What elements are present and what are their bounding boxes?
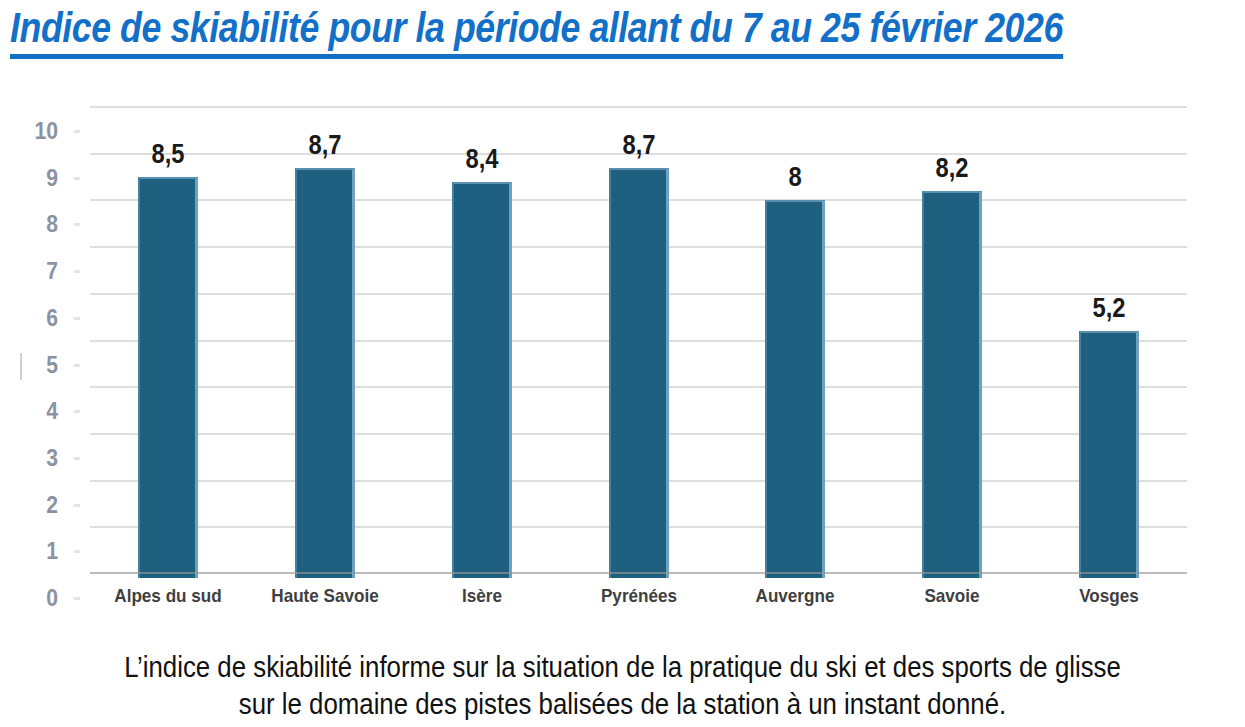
y-axis-tick-label: 1 [5, 537, 58, 565]
y-axis-tick-mark [74, 457, 80, 460]
bar-value-label: 8,7 [272, 128, 378, 162]
x-axis-category-label: Haute Savoie [253, 583, 397, 609]
y-axis-tick-mark [74, 317, 80, 320]
y-axis-tick-label: 6 [5, 304, 58, 332]
page: Indice de skiabilité pour la période all… [0, 0, 1245, 727]
bar-alpes-du-sud [138, 177, 198, 578]
caption-line-1: L’indice de skiabilité informe sur la si… [87, 648, 1158, 685]
bar-vosges [1079, 331, 1139, 578]
y-axis-tick-mark [74, 410, 80, 413]
y-axis-tick-label: 9 [5, 164, 58, 192]
bar-value-label: 8,4 [429, 142, 535, 176]
y-axis-tick-mark [74, 504, 80, 507]
y-axis-tick-label: 0 [5, 584, 58, 612]
x-axis-category-label: Auvergne [723, 583, 867, 609]
y-axis-tick-mark [74, 270, 80, 273]
bar-value-label: 8 [742, 160, 848, 194]
chart-caption: L’indice de skiabilité informe sur la si… [0, 648, 1245, 722]
x-axis-category-label: Savoie [880, 583, 1024, 609]
bar-pyrénées [609, 168, 669, 578]
y-axis-tick-label: 8 [5, 210, 58, 238]
y-axis-tick-label: 3 [5, 444, 58, 472]
bar-value-label: 8,5 [115, 137, 221, 171]
bar-value-label: 8,2 [899, 151, 1005, 185]
caption-line-2: sur le domaine des pistes balisées de la… [87, 685, 1158, 722]
skiability-bar-chart: 0 1 2 3 4 5 6 7 8 9 10 8,5 Alpes du sud 8,7 Haute Savo… [0, 0, 1245, 640]
bar-value-label: 5,2 [1056, 291, 1162, 325]
y-axis-tick-mark [74, 364, 80, 367]
bar-haute-savoie [295, 168, 355, 578]
bar-isère [452, 182, 512, 578]
y-axis-tick-label: 7 [5, 257, 58, 285]
y-axis-tick-label: 2 [5, 491, 58, 519]
y-axis-tick-mark [74, 177, 80, 180]
bar-value-label: 8,7 [586, 128, 692, 162]
y-axis-tick-mark [74, 223, 80, 226]
bar-auvergne [765, 200, 825, 578]
bar-savoie [922, 191, 982, 578]
y-axis-tick-mark [74, 597, 80, 600]
y-axis-tick-mark [74, 130, 80, 133]
x-axis-category-label: Alpes du sud [96, 583, 240, 609]
y-axis-tick-mark [74, 550, 80, 553]
x-axis-category-label: Pyrénées [567, 583, 711, 609]
x-axis-line [90, 572, 1187, 574]
gridline [90, 106, 1187, 108]
left-edge-artifact [20, 353, 22, 380]
y-axis-tick-label: 10 [5, 117, 58, 145]
y-axis-tick-label: 4 [5, 397, 58, 425]
x-axis-category-label: Isère [410, 583, 554, 609]
x-axis-category-label: Vosges [1037, 583, 1181, 609]
y-axis-tick-label: 5 [5, 351, 58, 379]
